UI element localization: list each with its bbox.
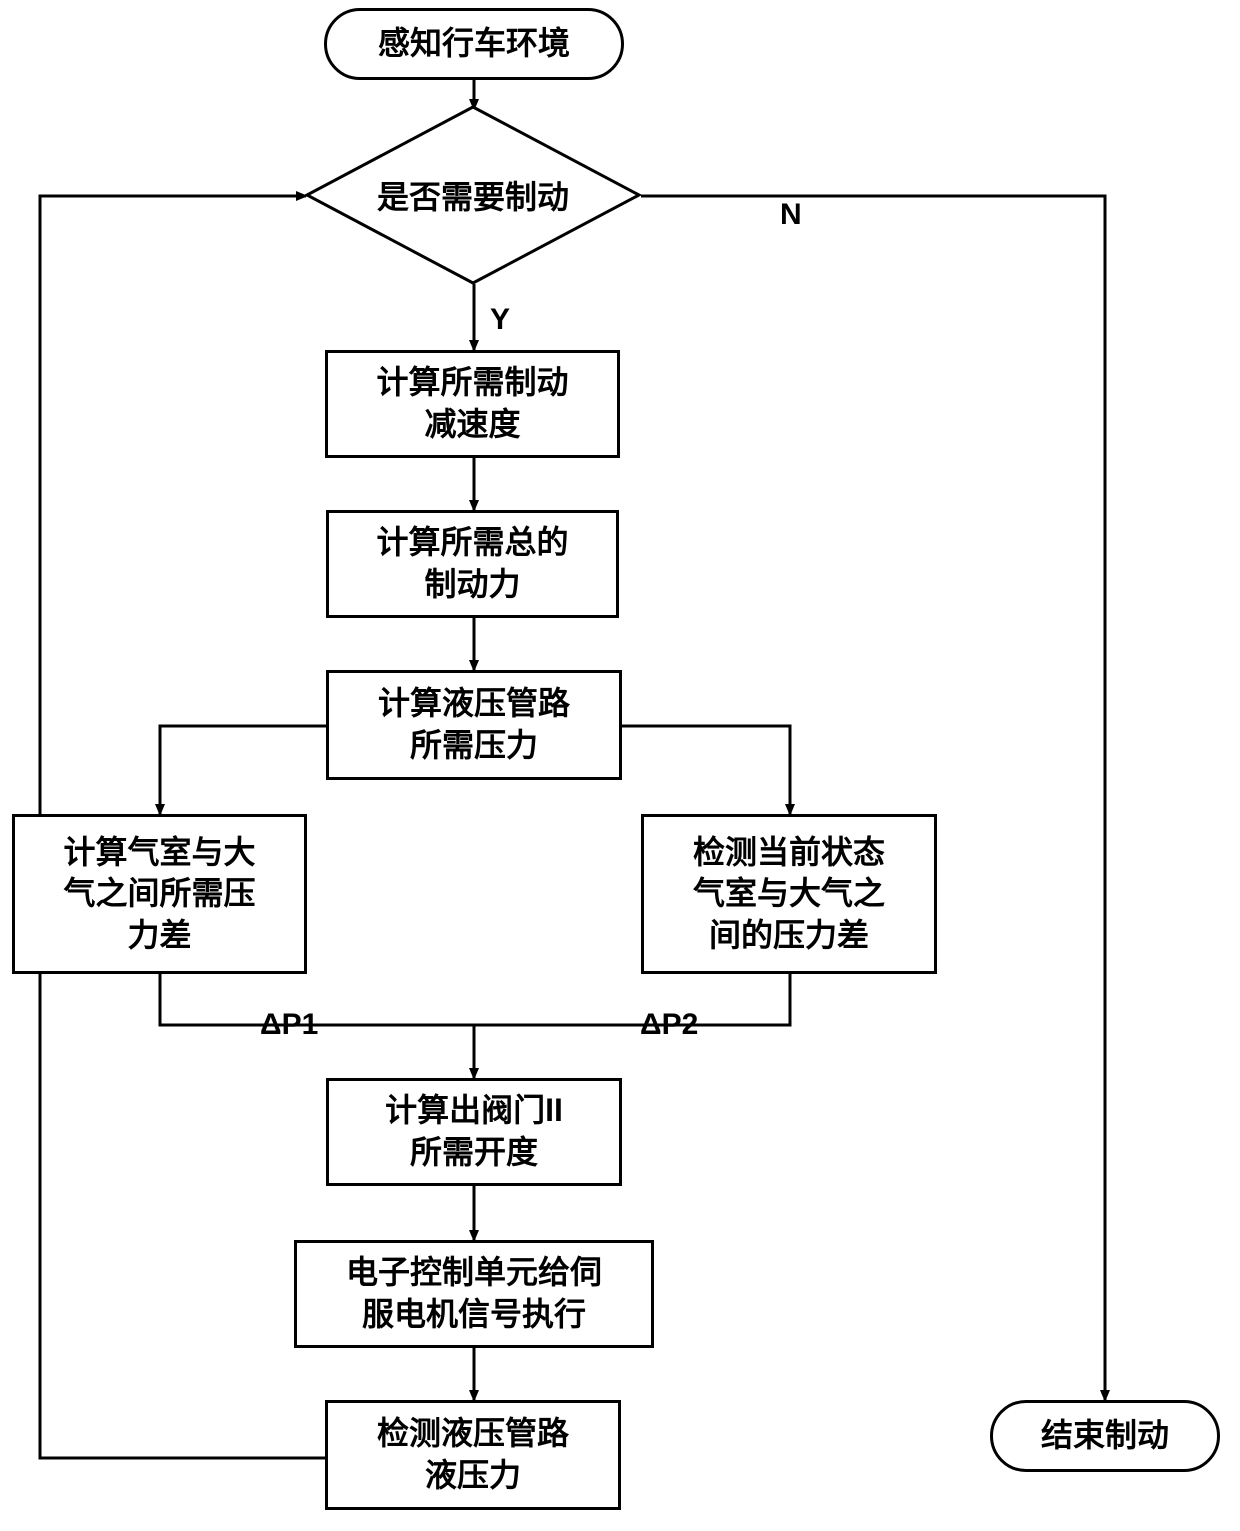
ecu-text: 电子控制单元给伺 服电机信号执行 xyxy=(346,1252,602,1335)
ecu-node: 电子控制单元给伺 服电机信号执行 xyxy=(294,1240,654,1348)
detect-hyd-text: 检测液压管路 液压力 xyxy=(377,1413,569,1496)
dp2-label: ΔP2 xyxy=(640,1008,698,1042)
y-label-text: Y xyxy=(490,303,510,336)
detect-hyd-node: 检测液压管路 液压力 xyxy=(325,1400,621,1510)
start-node: 感知行车环境 xyxy=(324,8,624,80)
edge-decision-end xyxy=(641,196,1105,1400)
end-node: 结束制动 xyxy=(990,1400,1220,1472)
calc-p1-node: 计算气室与大 气之间所需压 力差 xyxy=(12,814,307,974)
calc-valve-node: 计算出阀门II 所需开度 xyxy=(326,1078,622,1186)
edge-detect-p2-merge xyxy=(474,974,790,1025)
calc-decel-text: 计算所需制动 减速度 xyxy=(376,362,568,445)
decision-text: 是否需要制动 xyxy=(377,172,569,218)
n-label-text: N xyxy=(780,198,802,231)
y-label: Y xyxy=(490,303,510,337)
calc-force-text: 计算所需总的 制动力 xyxy=(376,522,568,605)
decision-node: 是否需要制动 xyxy=(305,105,641,285)
dp1-label: ΔP1 xyxy=(260,1008,318,1042)
calc-decel-node: 计算所需制动 减速度 xyxy=(325,350,620,458)
detect-p2-text: 检测当前状态 气室与大气之 间的压力差 xyxy=(693,832,885,957)
calc-pressure-node: 计算液压管路 所需压力 xyxy=(326,670,622,780)
edge-calc-pressure-calc-p1 xyxy=(160,726,326,814)
start-text: 感知行车环境 xyxy=(378,23,570,65)
n-label: N xyxy=(780,198,802,232)
detect-p2-node: 检测当前状态 气室与大气之 间的压力差 xyxy=(641,814,937,974)
calc-pressure-text: 计算液压管路 所需压力 xyxy=(378,683,570,766)
calc-p1-text: 计算气室与大 气之间所需压 力差 xyxy=(63,832,255,957)
edge-calc-pressure-detect-p2 xyxy=(622,726,790,814)
calc-force-node: 计算所需总的 制动力 xyxy=(326,510,619,618)
dp1-label-text: ΔP1 xyxy=(260,1008,318,1041)
calc-valve-text: 计算出阀门II 所需开度 xyxy=(385,1090,563,1173)
flowchart-canvas: 感知行车环境 是否需要制动 计算所需制动 减速度 计算所需总的 制动力 计算液压… xyxy=(0,0,1240,1531)
end-text: 结束制动 xyxy=(1041,1415,1169,1457)
dp2-label-text: ΔP2 xyxy=(640,1008,698,1041)
